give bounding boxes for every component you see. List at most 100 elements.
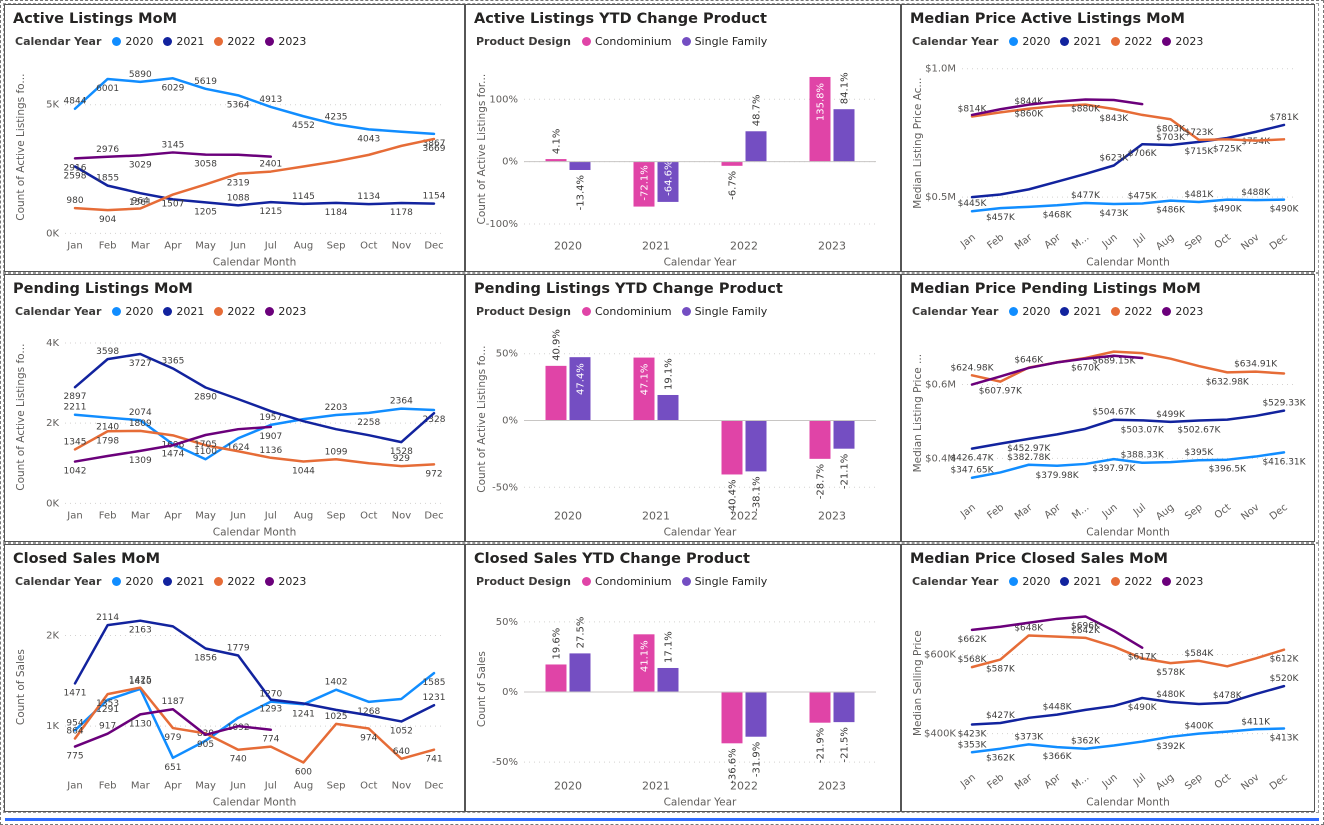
data-label: 3145 — [161, 140, 184, 150]
data-label: 1154 — [423, 191, 446, 201]
x-tick-label: 2023 — [818, 239, 846, 252]
legend-item-single-family[interactable]: Single Family — [681, 305, 767, 318]
y-tick-label: $600K — [924, 649, 956, 660]
legend-item-2022[interactable]: 2022 — [214, 575, 255, 588]
data-label: 775 — [66, 751, 83, 761]
legend-item-2021[interactable]: 2021 — [163, 575, 204, 588]
legend-item-label: 2023 — [1175, 575, 1204, 589]
data-label: 980 — [66, 196, 83, 206]
data-label: $781K — [1270, 113, 1300, 123]
legend-item-2020[interactable]: 2020 — [1009, 305, 1050, 318]
x-tick-label: Dec — [424, 510, 443, 521]
x-tick-label: Feb — [99, 780, 117, 791]
line-series-2020 — [970, 450, 1286, 479]
x-tick-label: Nov — [392, 510, 412, 521]
visual-title: Closed Sales YTD Change Product — [474, 551, 750, 567]
active-listings-mom-line-chart[interactable]: 0K 5K Jan Feb Mar Apr May Jun Jul Aug Sep Oct Nov Dec… — [13, 51, 456, 269]
legend-item-2020[interactable]: 2020 — [112, 35, 153, 48]
data-label: $400K — [1185, 721, 1215, 731]
data-label: $445K — [958, 199, 988, 209]
visual-active-listings-ytd-change: Active Listings YTD Change Product Produ… — [465, 4, 901, 272]
legend-item-2022[interactable]: 2022 — [214, 35, 255, 48]
data-label: 2140 — [96, 422, 119, 432]
data-label: 1130 — [129, 719, 152, 729]
legend: Product Design Condominium Single Family — [476, 33, 892, 51]
x-tick-label: Jul — [264, 240, 277, 251]
data-label: $860K — [1014, 109, 1044, 119]
data-label: $587K — [986, 664, 1016, 674]
line-series-2023 — [73, 707, 273, 748]
x-tick-label: Jul — [1131, 772, 1148, 789]
legend-item-2021[interactable]: 2021 — [1060, 305, 1101, 318]
legend-item-2023[interactable]: 2023 — [265, 35, 306, 48]
data-label: 2319 — [227, 178, 250, 188]
data-label: 1184 — [325, 208, 348, 218]
x-tick-label: Mar — [1013, 771, 1035, 792]
pending-listings-mom-line-chart[interactable]: 0K 2K 4K Jan Feb Mar Apr May Jun Jul Aug Sep Oct Nov D… — [13, 321, 456, 539]
closed-sales-mom-line-chart[interactable]: 1K 2K Jan Feb Mar Apr May Jun Jul Aug Sep Oct Nov Dec… — [13, 591, 456, 809]
data-label: $452.97K — [1007, 444, 1051, 454]
data-label: 905 — [197, 739, 214, 749]
closed-sales-ytd-bar-chart[interactable]: 50% 0% -50% 2020 2021 2022 2023 Calendar Year Co… — [474, 591, 892, 809]
legend-item-2021[interactable]: 2021 — [163, 305, 204, 318]
line-series-2023 — [73, 425, 273, 463]
legend-item-2023[interactable]: 2023 — [1162, 305, 1203, 318]
bar-Single Family-2023 — [833, 420, 855, 449]
pending-listings-ytd-bar-chart[interactable]: 50% 0% -50% 2020 2021 2022 2023 Calendar Year Co… — [474, 321, 892, 539]
bar-Single Family-2020 — [569, 161, 591, 170]
legend-item-2021[interactable]: 2021 — [1060, 35, 1101, 48]
legend-item-2022[interactable]: 2022 — [1111, 575, 1152, 588]
data-label: $648K — [1014, 623, 1044, 633]
legend-dot-icon — [265, 307, 275, 317]
median-price-pending-line-chart[interactable]: $0.6M $0.4M Jan Feb Mar Apr M... Jun Jul Aug Sep Oc… — [910, 321, 1306, 539]
legend-dot-icon — [112, 307, 122, 317]
data-label: 2364 — [390, 396, 413, 406]
legend-item-2020[interactable]: 2020 — [1009, 35, 1050, 48]
legend-item-2021[interactable]: 2021 — [1060, 575, 1101, 588]
legend-item-2022[interactable]: 2022 — [1111, 305, 1152, 318]
legend-item-label: 2023 — [1175, 35, 1204, 49]
bar-label: -13.4% — [576, 175, 587, 210]
bar-Condominium-2021 — [633, 357, 655, 421]
x-tick-label: Feb — [985, 232, 1006, 252]
report-row-closed-sales: Closed Sales MoM Calendar Year 2020 2021 20… — [3, 543, 1319, 813]
data-label: $568K — [958, 655, 988, 665]
legend-item-2023[interactable]: 2023 — [1162, 575, 1203, 588]
median-price-closed-line-chart[interactable]: $600K $400K Jan Feb Mar Apr M... Jun Jul Aug Sep Oc… — [910, 591, 1306, 809]
data-label: $529.33K — [1262, 398, 1306, 408]
legend-item-2022[interactable]: 2022 — [1111, 35, 1152, 48]
legend-item-2023[interactable]: 2023 — [265, 305, 306, 318]
x-tick-label: Mar — [1013, 231, 1035, 252]
legend-item-condominium[interactable]: Condominium — [581, 35, 672, 48]
legend-item-2020[interactable]: 2020 — [112, 575, 153, 588]
bar-Single Family-2021 — [657, 394, 679, 421]
data-label: $754K — [1241, 137, 1271, 147]
data-label: 3867 — [423, 139, 446, 149]
legend-item-2020[interactable]: 2020 — [1009, 575, 1050, 588]
legend-item-label: 2022 — [227, 35, 256, 49]
legend-item-2023[interactable]: 2023 — [265, 575, 306, 588]
data-label: $623K — [1099, 153, 1129, 163]
line-series-2020 — [73, 76, 436, 135]
legend-title: Product Design — [476, 35, 571, 49]
line-series-2020 — [970, 198, 1286, 213]
x-tick-label: Nov — [392, 240, 412, 251]
median-price-active-line-chart[interactable]: $1.0M $0.5M Jan Feb Mar Apr M... Jun Jul Aug Sep Oc… — [910, 51, 1306, 269]
legend-item-single-family[interactable]: Single Family — [681, 575, 767, 588]
active-listings-ytd-bar-chart[interactable]: 100% 0% -100% 2020 2021 2022 2023 Calendar Year… — [474, 51, 892, 269]
legend: Calendar Year 2020 2021 2022 2023 — [912, 33, 1306, 51]
legend-title: Calendar Year — [912, 305, 999, 319]
legend-item-2023[interactable]: 2023 — [1162, 35, 1203, 48]
legend-item-condominium[interactable]: Condominium — [581, 305, 672, 318]
legend-item-2022[interactable]: 2022 — [214, 305, 255, 318]
x-axis-title: Calendar Month — [1086, 796, 1169, 808]
legend-item-single-family[interactable]: Single Family — [681, 35, 767, 48]
x-tick-label: Sep — [327, 510, 346, 521]
data-label: 1798 — [96, 436, 119, 446]
legend-item-2020[interactable]: 2020 — [112, 305, 153, 318]
legend: Calendar Year 2020 2021 2022 2023 — [912, 303, 1306, 321]
data-label: $880K — [1071, 104, 1101, 114]
legend-item-2021[interactable]: 2021 — [163, 35, 204, 48]
legend-item-condominium[interactable]: Condominium — [581, 575, 672, 588]
data-label: 1178 — [390, 208, 413, 218]
